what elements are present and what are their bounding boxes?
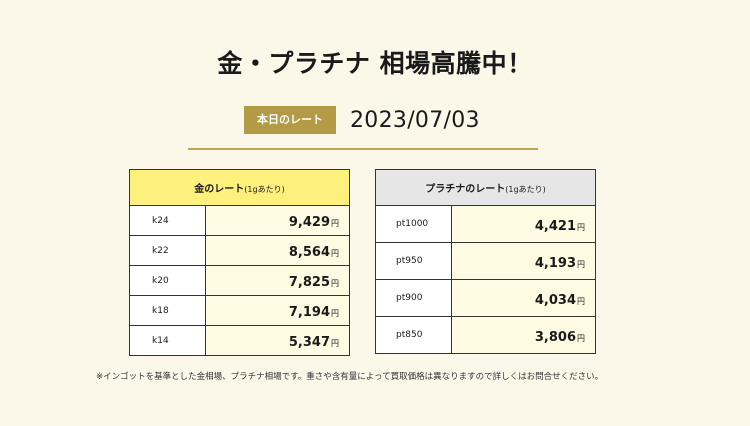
platinum-grade-label: pt850 xyxy=(375,316,452,354)
gold-table-header: 金のレート(1gあたり) xyxy=(129,169,350,206)
table-row: pt950 4,193円 xyxy=(375,242,596,280)
disclaimer-note: ※インゴットを基準とした金相場、プラチナ相場です。重さや含有量によって買取価格は… xyxy=(96,372,604,382)
gold-rate-value: 5,347円 xyxy=(205,325,350,356)
today-rate-badge: 本日のレート xyxy=(244,106,336,134)
platinum-table-title: プラチナのレート xyxy=(425,184,506,195)
platinum-grade-label: pt1000 xyxy=(375,205,452,243)
platinum-rate-value: 4,193円 xyxy=(451,242,596,280)
gold-rate-value: 7,825円 xyxy=(205,265,350,296)
gold-grade-label: k20 xyxy=(129,265,206,296)
gold-rate-table: 金のレート(1gあたり) k24 9,429円 k22 8,564円 k20 7… xyxy=(129,169,350,356)
table-row: pt900 4,034円 xyxy=(375,279,596,317)
table-row: k18 7,194円 xyxy=(129,295,350,326)
gold-grade-label: k18 xyxy=(129,295,206,326)
table-row: pt850 3,806円 xyxy=(375,316,596,354)
table-row: pt1000 4,421円 xyxy=(375,205,596,243)
table-row: k22 8,564円 xyxy=(129,235,350,266)
platinum-grade-label: pt900 xyxy=(375,279,452,317)
gold-rate-value: 7,194円 xyxy=(205,295,350,326)
platinum-rate-value: 4,421円 xyxy=(451,205,596,243)
platinum-grade-label: pt950 xyxy=(375,242,452,280)
platinum-table-header: プラチナのレート(1gあたり) xyxy=(375,169,596,206)
table-row: k20 7,825円 xyxy=(129,265,350,296)
rate-date: 2023/07/03 xyxy=(350,107,480,133)
table-row: k14 5,347円 xyxy=(129,325,350,356)
platinum-rate-table: プラチナのレート(1gあたり) pt1000 4,421円 pt950 4,19… xyxy=(375,169,596,354)
date-row: 本日のレート 2023/07/03 xyxy=(244,106,480,134)
platinum-rate-value: 4,034円 xyxy=(451,279,596,317)
gold-grade-label: k22 xyxy=(129,235,206,266)
gold-grade-label: k14 xyxy=(129,325,206,356)
gold-table-title: 金のレート xyxy=(194,184,245,195)
platinum-rate-value: 3,806円 xyxy=(451,316,596,354)
gold-rate-value: 8,564円 xyxy=(205,235,350,266)
platinum-table-title-sub: (1gあたり) xyxy=(505,185,546,194)
divider xyxy=(188,148,538,150)
table-row: k24 9,429円 xyxy=(129,205,350,236)
gold-rate-value: 9,429円 xyxy=(205,205,350,236)
page-headline: 金・プラチナ 相場高騰中！ xyxy=(217,49,533,78)
gold-table-title-sub: (1gあたり) xyxy=(244,185,285,194)
gold-grade-label: k24 xyxy=(129,205,206,236)
